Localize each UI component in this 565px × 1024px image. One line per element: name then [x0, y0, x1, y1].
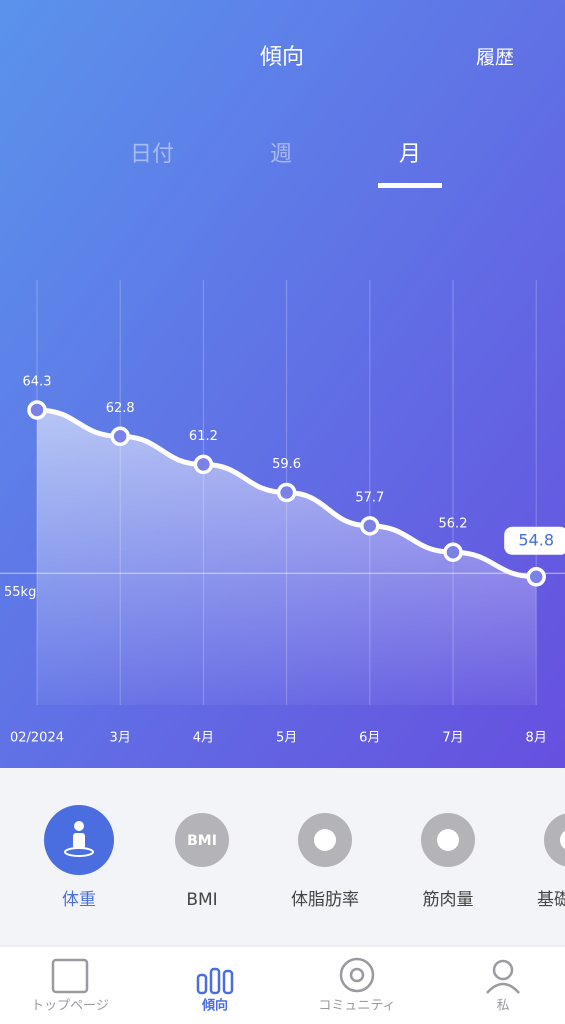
y-tick-label: 55kg [4, 585, 36, 600]
data-point [276, 482, 297, 503]
metric-label[interactable]: 筋肉量 [423, 890, 474, 910]
data-point [526, 567, 546, 587]
history-link[interactable]: 履歴 [476, 47, 514, 69]
nav-icon [492, 959, 514, 981]
x-tick-label: 02/2024 [10, 731, 64, 746]
data-point [27, 400, 47, 420]
person-head [74, 821, 84, 831]
nav-icon [51, 958, 89, 994]
nav-label[interactable]: 私 [496, 999, 509, 1014]
value-label: 57.7 [355, 490, 384, 505]
value-label: 56.2 [439, 517, 468, 532]
nav-icon [486, 982, 520, 994]
period-tab[interactable]: 月 [399, 142, 421, 167]
x-tick-label: 3月 [110, 731, 131, 746]
value-label: 54.8 [518, 530, 554, 549]
metric-icon-text: BMI [187, 833, 217, 849]
value-bubble [504, 526, 565, 555]
value-label: 61.2 [189, 429, 218, 444]
nav-icon [349, 967, 365, 983]
x-tick-label: 5月 [276, 731, 297, 746]
value-label: 59.6 [272, 457, 301, 472]
metric-label[interactable]: 体重 [62, 890, 96, 910]
metric-icon[interactable] [175, 813, 229, 867]
period-tab[interactable]: 日付 [130, 142, 174, 167]
value-label: 64.3 [23, 374, 52, 389]
x-tick-label: 7月 [442, 731, 463, 746]
x-tick-label: 8月 [526, 731, 547, 746]
nav-label[interactable]: トップページ [31, 999, 109, 1014]
person-base [64, 847, 94, 857]
period-tab[interactable]: 週 [270, 142, 292, 167]
metric-icon[interactable] [544, 813, 565, 867]
nav-icon [222, 969, 234, 995]
bottom-nav [0, 946, 565, 1024]
data-point [110, 426, 130, 447]
nav-icon [196, 973, 208, 995]
metric-label[interactable]: 基礎代謝 [537, 890, 565, 910]
page-title: 傾向 [260, 45, 304, 70]
metric-label[interactable]: BMI [186, 890, 217, 910]
nav-icon [339, 957, 375, 993]
nav-label[interactable]: 傾向 [201, 998, 228, 1014]
nav-label[interactable]: コミュニティ [318, 999, 395, 1014]
x-tick-label: 6月 [359, 731, 380, 746]
tab-underline [378, 183, 442, 188]
metric-glyph [437, 829, 459, 851]
metric-glyph [560, 830, 565, 850]
area [37, 409, 537, 705]
person-body [73, 833, 85, 849]
value-label: 62.8 [106, 401, 135, 416]
metric-glyph [314, 829, 336, 851]
x-tick-label: 4月 [193, 731, 214, 746]
nav-icon [209, 967, 221, 995]
metric-label[interactable]: 体脂肪率 [291, 890, 359, 910]
data-point [360, 516, 380, 536]
data-point [193, 454, 214, 475]
data-point [443, 542, 463, 562]
